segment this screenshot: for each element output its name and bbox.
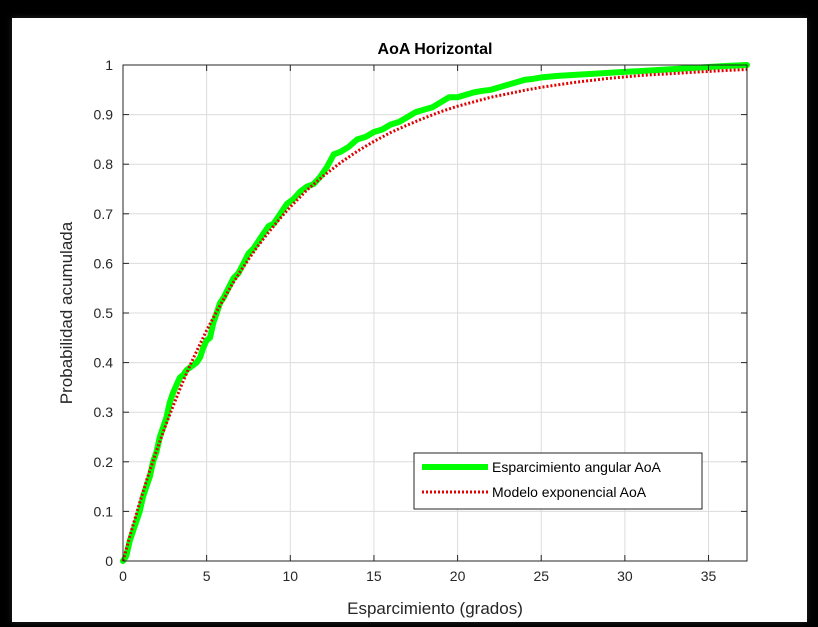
legend-box [413,452,703,510]
y-tick-label: 0.5 [94,305,114,321]
x-tick-label: 35 [701,568,717,584]
x-tick-label: 5 [203,568,211,584]
x-tick-label: 25 [533,568,549,584]
figure-window: 0 5 10 15 20 25 30 35 0 0.1 0.2 0.3 0.4 0.5 0.6 0.7 0.8 0… [12,18,807,622]
y-tick-label: 0.9 [94,107,114,123]
y-tick-label: 0.1 [94,503,114,519]
y-tick-label: 1 [105,57,113,73]
x-tick-label: 30 [617,568,633,584]
ticks: 0 5 10 15 20 25 30 35 0 0.1 0.2 0.3 0.4 0.5 0.6 0.7 0.8 0… [94,57,747,584]
x-tick-label: 10 [283,568,299,584]
series-line-modelo [121,68,748,562]
legend-label-modelo: Modelo exponencial AoA [492,484,647,500]
y-tick-label: 0.3 [94,404,114,420]
x-tick-label: 15 [366,568,382,584]
y-axis-label: Probabilidad acumulada [57,221,76,404]
x-tick-label: 0 [119,568,127,584]
y-tick-label: 0.6 [94,255,114,271]
x-axis-label: Esparcimiento (grados) [347,599,523,618]
y-tick-label: 0.8 [94,156,114,172]
legend: Esparcimiento angular AoA Modelo exponen… [413,452,703,510]
cdf-chart: 0 5 10 15 20 25 30 35 0 0.1 0.2 0.3 0.4 0.5 0.6 0.7 0.8 0… [57,41,750,618]
series-line-esparcimiento [120,62,750,564]
y-tick-label: 0.4 [94,355,114,371]
x-tick-label: 20 [450,568,466,584]
legend-label-esparcimiento: Esparcimiento angular AoA [492,459,662,475]
chart-title: AoA Horizontal [378,41,493,58]
y-tick-label: 0.2 [94,454,114,470]
y-tick-label: 0 [105,553,113,569]
y-tick-label: 0.7 [94,206,114,222]
series-layer [120,62,750,564]
